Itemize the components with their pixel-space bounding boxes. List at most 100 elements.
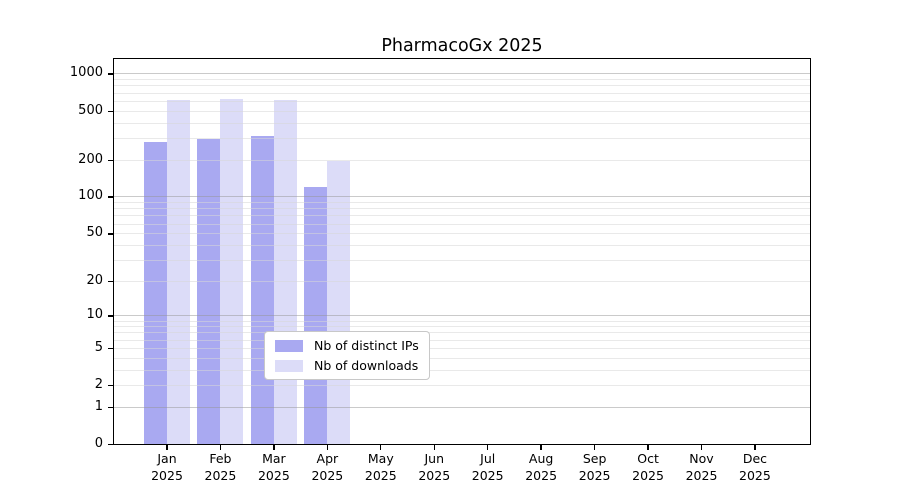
x-tick-label: Aug 2025 [509, 450, 573, 484]
x-tick-label: May 2025 [349, 450, 413, 484]
x-tick-mark [326, 445, 329, 450]
major-gridline [114, 406, 810, 408]
chart-title: PharmacoGx 2025 [381, 36, 543, 56]
x-year-label: 2025 [739, 468, 771, 483]
bar-downloads [220, 99, 244, 444]
x-month-label: Jun [424, 451, 445, 466]
major-gridline [114, 73, 810, 75]
bar-downloads [273, 100, 297, 444]
x-tick-mark [380, 445, 382, 450]
minor-gridline [114, 332, 810, 334]
bar-downloads [167, 99, 190, 444]
bar-distinct-ips [144, 141, 167, 444]
legend: Nb of distinct IPs Nb of downloads [264, 331, 430, 380]
minor-gridline [114, 137, 810, 139]
minor-gridline [114, 100, 810, 102]
legend-entry-downloads: Nb of downloads [275, 358, 419, 373]
minor-gridline [114, 326, 810, 328]
x-month-label: Mar [262, 451, 286, 466]
legend-label-downloads: Nb of downloads [314, 358, 419, 373]
minor-gridline [114, 320, 810, 322]
x-year-label: 2025 [471, 468, 504, 483]
minor-gridline [114, 223, 810, 225]
x-tick-mark [700, 445, 703, 450]
minor-gridline [114, 79, 810, 81]
x-tick-mark [219, 445, 222, 450]
minor-gridline [114, 85, 810, 87]
y-tick-label: 500 [78, 102, 103, 118]
x-month-label: Aug [528, 451, 554, 466]
x-month-label: Jan [157, 451, 177, 466]
minor-gridline [114, 110, 810, 112]
minor-gridline [114, 347, 810, 349]
x-tick-label: Apr 2025 [295, 450, 359, 484]
y-tick-label: 200 [78, 151, 103, 167]
x-tick-label: Jun 2025 [402, 450, 466, 484]
y-tick-label: 5 [94, 339, 103, 355]
minor-gridline [114, 357, 810, 359]
y-tick-mark [108, 347, 113, 350]
x-tick-label: Dec 2025 [723, 450, 787, 484]
x-tick-label: Jan 2025 [135, 450, 199, 484]
x-year-label: 2025 [632, 468, 664, 483]
plot-area [114, 59, 810, 444]
legend-label-distinct-ips: Nb of distinct IPs [314, 338, 419, 353]
x-tick-mark [433, 445, 435, 450]
minor-gridline [114, 92, 810, 94]
x-year-label: 2025 [525, 468, 558, 483]
legend-entry-distinct-ips: Nb of distinct IPs [275, 338, 419, 353]
y-tick-label: 2 [94, 377, 103, 393]
x-month-label: Sep [582, 451, 607, 466]
x-tick-mark [593, 445, 596, 450]
bar-downloads [327, 161, 351, 444]
x-month-label: Apr [316, 451, 339, 466]
y-tick-label: 1000 [69, 65, 103, 81]
y-tick-mark [108, 110, 113, 112]
x-tick-label: Oct 2025 [616, 450, 680, 484]
y-tick-mark [108, 444, 113, 446]
x-year-label: 2025 [151, 468, 183, 483]
minor-gridline [114, 202, 810, 204]
y-tick-mark [108, 280, 113, 283]
y-tick-label: 50 [86, 225, 103, 241]
minor-gridline [114, 385, 810, 387]
y-tick-label: 20 [86, 272, 103, 288]
y-tick-label: 10 [86, 307, 103, 323]
legend-swatch-downloads [275, 359, 303, 372]
x-month-label: Feb [209, 451, 232, 466]
y-tick-label: 1 [94, 398, 103, 414]
major-gridline [114, 196, 810, 198]
legend-swatch-distinct-ips [275, 339, 303, 352]
y-tick-mark [108, 385, 113, 387]
x-tick-mark [647, 445, 649, 450]
x-month-label: Nov [689, 451, 714, 466]
x-month-label: Jul [480, 451, 496, 466]
y-tick-label: 100 [78, 188, 103, 204]
x-year-label: 2025 [578, 468, 611, 483]
y-tick-mark [108, 196, 113, 198]
minor-gridline [114, 233, 810, 235]
x-tick-label: Mar 2025 [242, 450, 306, 484]
y-tick-label: 0 [94, 436, 103, 451]
major-gridline [114, 315, 810, 317]
x-tick-label: Jul 2025 [456, 450, 520, 484]
y-tick-mark [108, 315, 113, 317]
x-tick-mark [754, 445, 756, 450]
minor-gridline [114, 339, 810, 341]
minor-gridline [114, 122, 810, 124]
y-tick-mark [108, 233, 113, 235]
x-tick-mark [166, 445, 168, 450]
x-tick-label: Sep 2025 [563, 450, 627, 484]
x-year-label: 2025 [257, 468, 290, 483]
x-year-label: 2025 [364, 468, 397, 483]
minor-gridline [114, 259, 810, 261]
x-year-label: 2025 [418, 468, 451, 483]
x-year-label: 2025 [311, 468, 344, 483]
x-tick-mark [540, 445, 542, 450]
bar-distinct-ips [250, 136, 274, 444]
x-tick-mark [487, 445, 489, 450]
minor-gridline [114, 159, 810, 161]
x-year-label: 2025 [204, 468, 237, 483]
x-tick-mark [273, 445, 275, 450]
